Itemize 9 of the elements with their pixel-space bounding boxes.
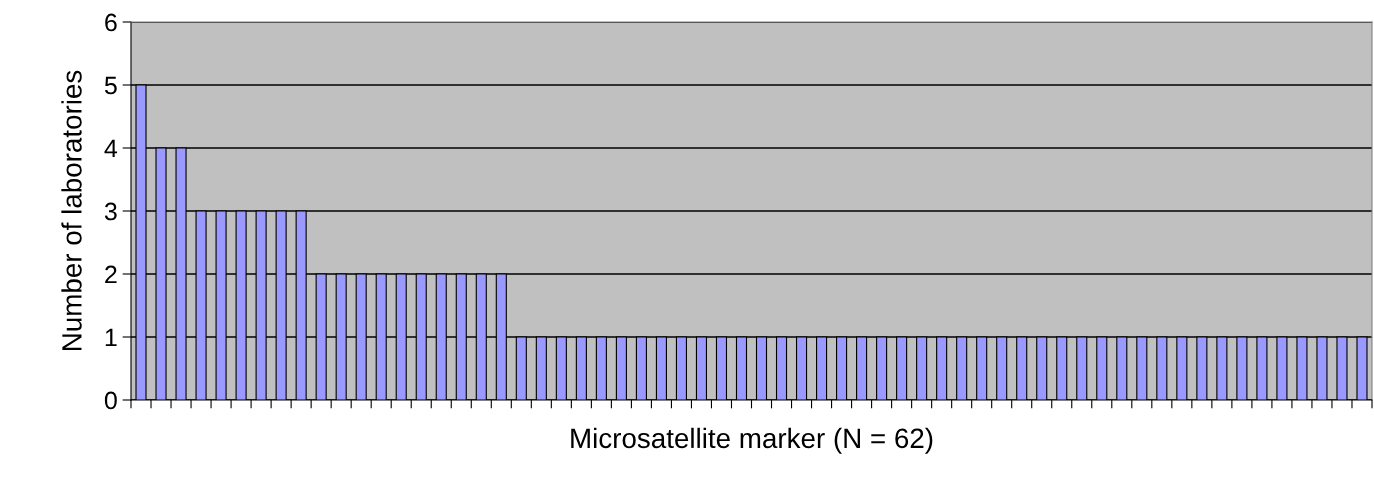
y-axis-title: Number of laboratories — [61, 70, 82, 350]
y-tick-label: 0 — [104, 391, 117, 410]
y-tick-label: 1 — [105, 328, 117, 347]
y-tick-label: 2 — [105, 265, 117, 284]
y-tick-label: 3 — [104, 202, 117, 221]
x-axis-title: Microsatellite marker (N = 62) — [571, 427, 933, 454]
y-tick-label: 4 — [104, 139, 118, 158]
y-tick-label: 6 — [105, 13, 117, 32]
y-tick-label: 5 — [104, 76, 117, 95]
